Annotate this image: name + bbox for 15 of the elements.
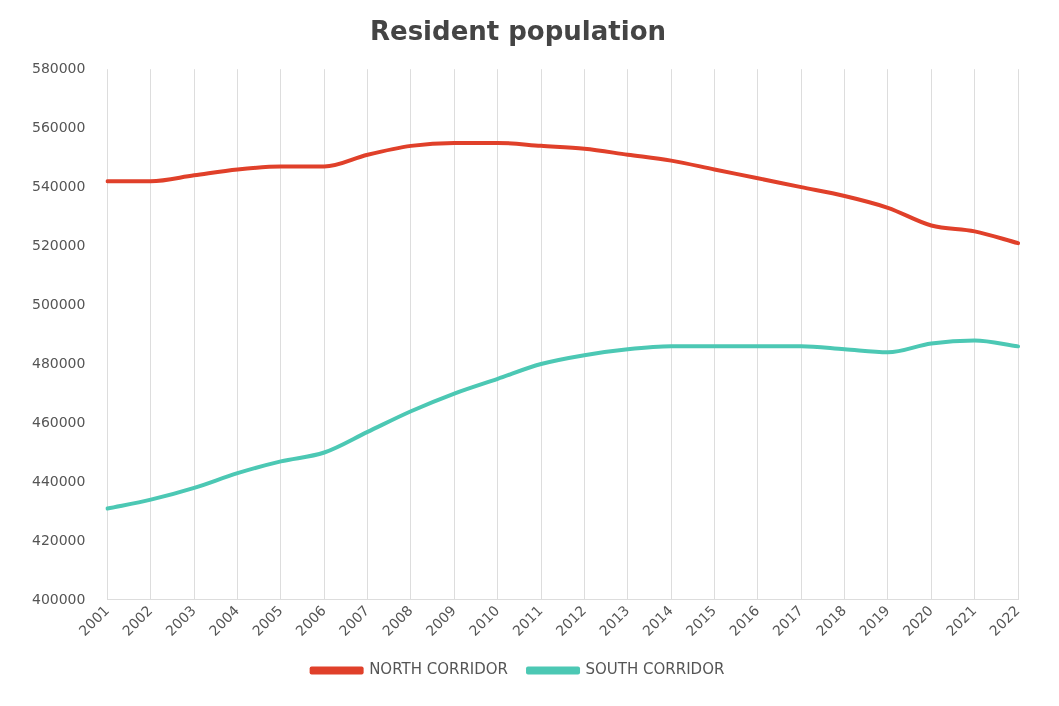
legend-label: NORTH CORRIDOR bbox=[369, 660, 509, 679]
y-tick-label: 560000 bbox=[31, 118, 86, 135]
y-tick-label: 500000 bbox=[31, 295, 86, 312]
y-tick-label: 540000 bbox=[31, 177, 86, 194]
y-tick-label: 520000 bbox=[31, 236, 86, 253]
y-tick-label: 440000 bbox=[31, 472, 86, 489]
line-series bbox=[105, 140, 1020, 246]
legend-label: SOUTH CORRIDOR bbox=[585, 660, 725, 679]
y-tick-label: 420000 bbox=[31, 531, 86, 548]
y-tick-label: 580000 bbox=[31, 59, 86, 76]
line-series bbox=[105, 338, 1020, 511]
y-tick-label: 400000 bbox=[31, 590, 86, 607]
y-tick-label: 460000 bbox=[31, 413, 86, 430]
chart-title: Resident population bbox=[369, 16, 667, 47]
y-tick-label: 480000 bbox=[31, 354, 86, 371]
